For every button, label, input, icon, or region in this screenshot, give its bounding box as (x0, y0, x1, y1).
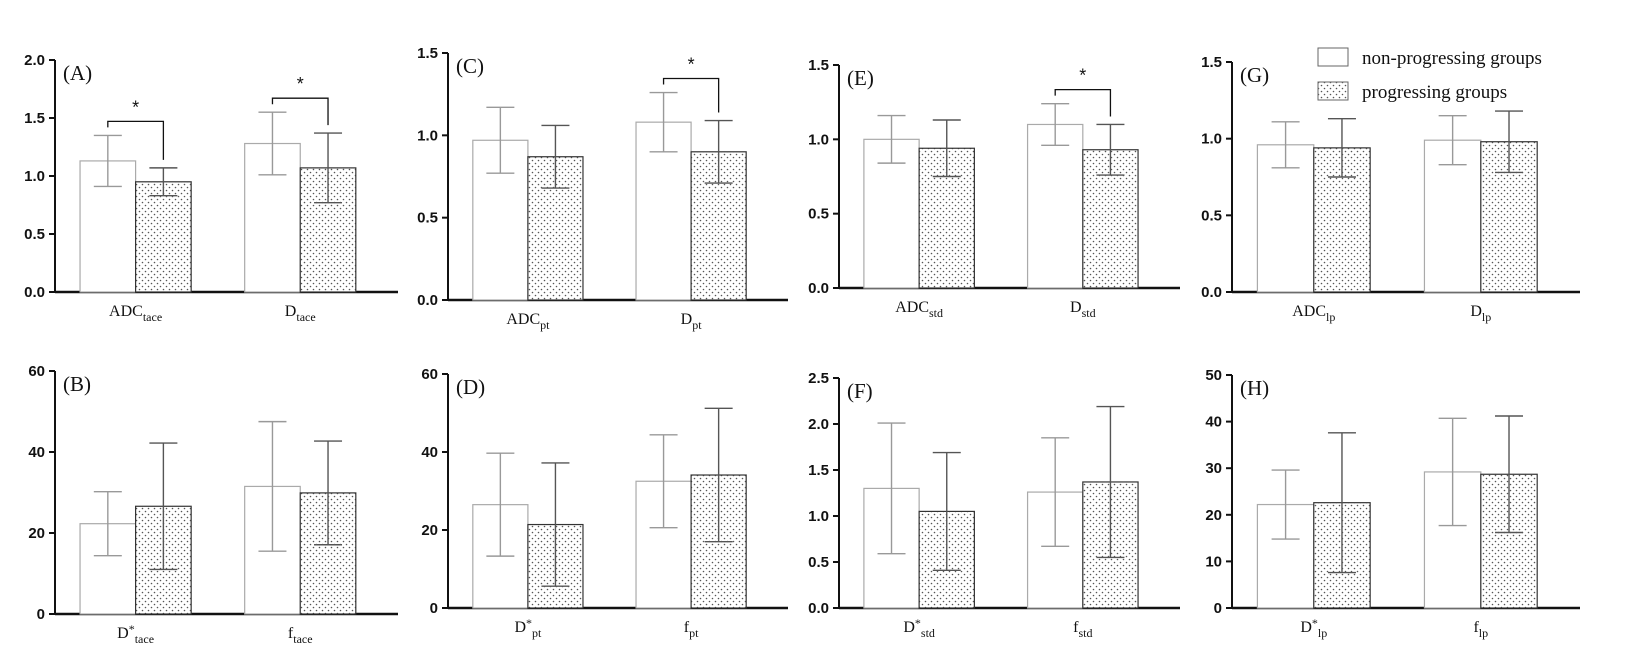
x-tick-label: ADCstd (895, 299, 943, 320)
bar-non-progressing (244, 142, 301, 293)
y-tick-label: 60 (28, 363, 45, 380)
y-tick-label: 0.5 (24, 226, 45, 243)
significance-bracket (271, 97, 329, 126)
y-tick-label: 10 (1205, 553, 1222, 570)
significance-marker: * (1079, 66, 1086, 86)
bar-non-progressing (1026, 123, 1084, 289)
legend: non-progressing groups progressing group… (1317, 47, 1542, 103)
y-tick-label: 40 (421, 444, 438, 461)
chart-panel: 0 20 40 60 (B) D*tace ftace (28, 363, 398, 646)
y-tick-label: 2.5 (808, 370, 829, 387)
y-tick-label: 0.0 (808, 600, 829, 617)
panel-label: (D) (456, 375, 485, 399)
legend-swatch-non-progressing (1317, 47, 1349, 67)
bar-progressing (299, 167, 357, 293)
y-tick-label: 0.5 (808, 206, 829, 223)
y-tick-label: 1.0 (808, 131, 829, 148)
significance-marker: * (688, 55, 695, 75)
panel-label: (G) (1240, 63, 1269, 87)
y-tick-label: 0.5 (1201, 207, 1222, 224)
y-tick-label: 20 (421, 522, 438, 539)
y-tick-label: 30 (1205, 460, 1222, 477)
legend-label-progressing: progressing groups (1362, 82, 1507, 103)
x-tick-label: D*pt (514, 616, 542, 640)
significance-bracket (662, 77, 720, 113)
y-tick-label: 1.5 (1201, 54, 1222, 71)
x-tick-label: Dlp (1470, 303, 1491, 324)
y-tick-label: 0.0 (1201, 284, 1222, 301)
panel-label: (H) (1240, 376, 1269, 400)
panel-label: (E) (847, 66, 874, 90)
legend-swatch-progressing (1317, 81, 1349, 101)
y-tick-label: 20 (28, 525, 45, 542)
y-tick-label: 0.5 (417, 210, 438, 227)
y-tick-label: 40 (1205, 414, 1222, 431)
significance-marker: * (132, 97, 139, 117)
legend-label-non-progressing: non-progressing groups (1362, 48, 1542, 69)
y-tick-label: 1.5 (808, 57, 829, 74)
significance-bracket (1054, 89, 1112, 117)
x-tick-label: fstd (1073, 619, 1092, 640)
y-tick-label: 60 (421, 366, 438, 383)
x-tick-label: Dstd (1070, 299, 1096, 320)
y-tick-label: 1.0 (1201, 131, 1222, 148)
y-tick-label: 1.5 (808, 462, 829, 479)
y-tick-label: 1.0 (24, 168, 45, 185)
y-tick-label: 0.0 (417, 292, 438, 309)
chart-panels: 0.0 0.5 1.0 1.5 2.0 (A) ADCtace * Dtace * 0 20 40 60 (… (24, 45, 1580, 646)
panel-label: (C) (456, 54, 484, 78)
y-tick-label: 1.0 (808, 508, 829, 525)
y-tick-label: 2.0 (808, 416, 829, 433)
chart-panel: 0 20 40 60 (D) D*pt fpt (421, 366, 788, 640)
y-tick-label: 20 (1205, 507, 1222, 524)
x-tick-label: ADClp (1292, 303, 1335, 324)
x-tick-label: ADCpt (506, 311, 550, 332)
chart-panel: 0 10 20 30 40 50 (H) D*lp flp (1205, 367, 1580, 640)
bar-non-progressing (1423, 139, 1482, 293)
x-tick-label: flp (1473, 619, 1488, 640)
y-tick-label: 0 (430, 600, 438, 617)
significance-marker: * (297, 74, 304, 94)
bar-non-progressing (1256, 144, 1315, 293)
bar-progressing (135, 181, 192, 293)
chart-panel: 0.0 0.5 1.0 1.5 2.0 (A) ADCtace * Dtace * (24, 52, 398, 324)
y-tick-label: 0 (37, 606, 45, 623)
chart-panel: 0.0 0.5 1.0 1.5 (C) ADCpt Dpt * (417, 45, 788, 332)
x-tick-label: Dpt (681, 311, 703, 332)
x-tick-label: D*tace (117, 622, 154, 646)
panel-label: (B) (63, 372, 91, 396)
x-tick-label: Dtace (285, 303, 316, 324)
y-tick-label: 1.0 (417, 127, 438, 144)
panel-label: (F) (847, 379, 873, 403)
y-tick-label: 0.0 (808, 280, 829, 297)
y-tick-label: 50 (1205, 367, 1222, 384)
y-tick-label: 2.0 (24, 52, 45, 69)
chart-panel: 0.0 0.5 1.0 1.5 2.0 2.5 (F) D*std fstd (808, 370, 1180, 640)
x-tick-label: D*std (903, 616, 935, 640)
y-tick-label: 1.5 (417, 45, 438, 62)
x-tick-label: fpt (684, 619, 699, 640)
significance-bracket (107, 120, 165, 160)
chart-panel: 0.0 0.5 1.0 1.5 (E) ADCstd Dstd * (808, 57, 1180, 320)
x-tick-label: ftace (288, 625, 313, 646)
y-tick-label: 0.5 (808, 554, 829, 571)
chart-panel: 0.0 0.5 1.0 1.5 (G) ADClp Dlp (1201, 54, 1580, 324)
y-tick-label: 1.5 (24, 110, 45, 127)
panel-label: (A) (63, 61, 92, 85)
x-tick-label: D*lp (1300, 616, 1327, 640)
y-tick-label: 0.0 (24, 284, 45, 301)
y-tick-label: 0 (1214, 600, 1222, 617)
y-tick-label: 40 (28, 444, 45, 461)
x-tick-label: ADCtace (109, 303, 162, 324)
